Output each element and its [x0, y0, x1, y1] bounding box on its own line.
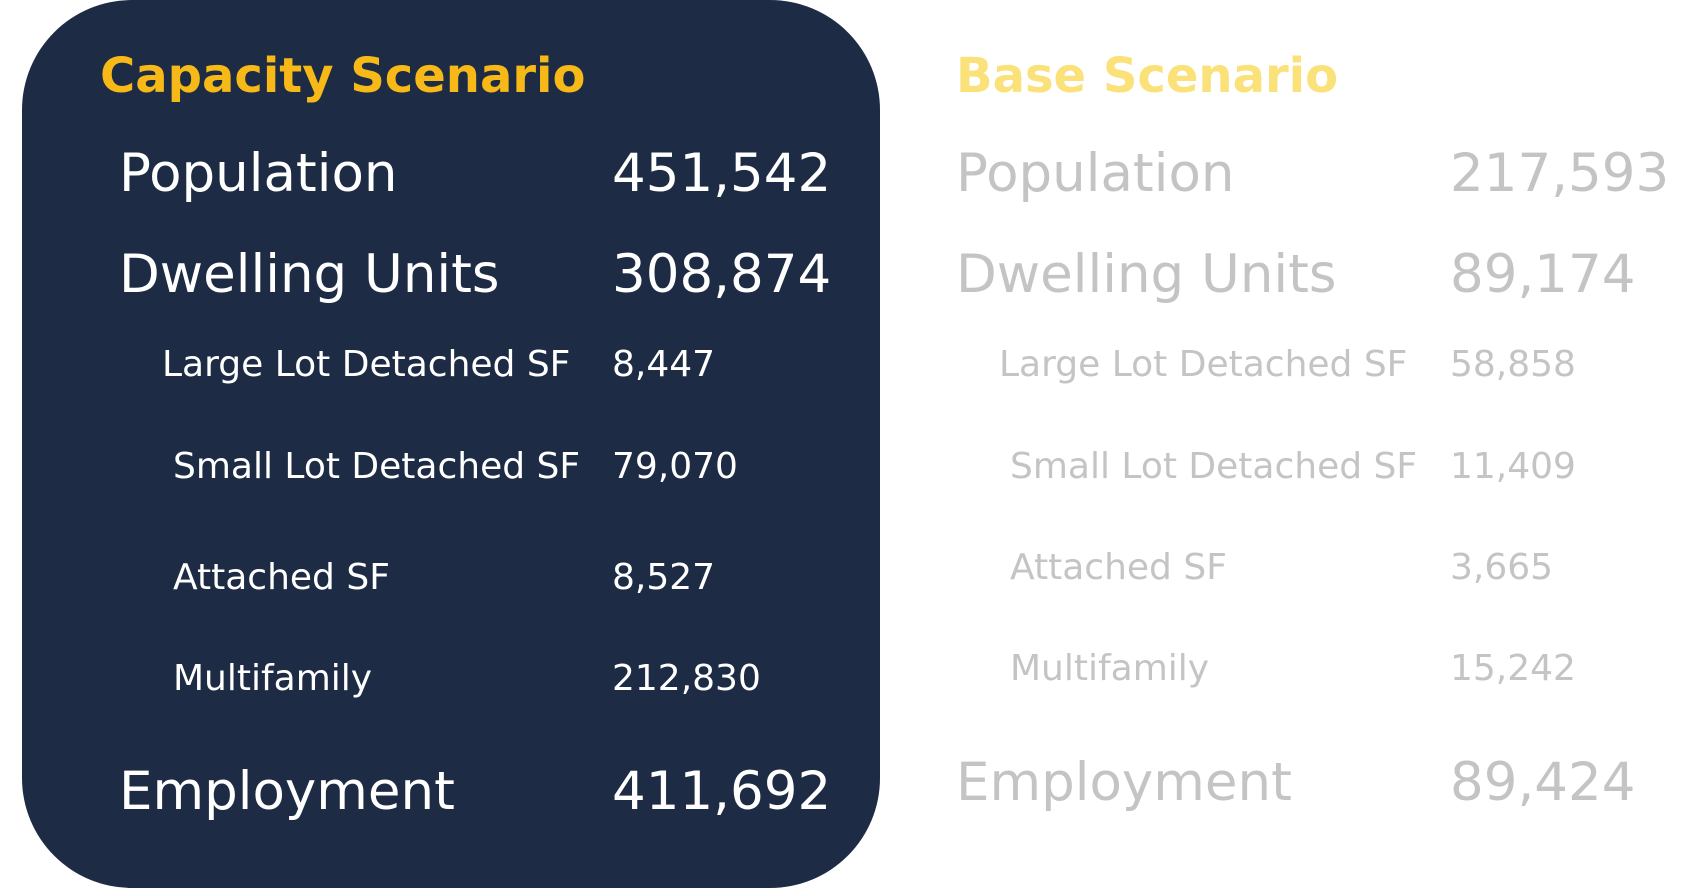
- base-population-value: 217,593: [1450, 143, 1670, 204]
- capacity-population-value: 451,542: [612, 143, 832, 204]
- base-employment-value: 89,424: [1450, 752, 1636, 813]
- base-dwelling-units-label: Dwelling Units: [956, 244, 1337, 305]
- base-attached-sf-label: Attached SF: [1010, 547, 1227, 588]
- base-attached-sf-value: 3,665: [1450, 547, 1554, 588]
- base-population-label: Population: [956, 143, 1235, 204]
- capacity-small-lot-label: Small Lot Detached SF: [173, 446, 581, 487]
- base-large-lot-label: Large Lot Detached SF: [999, 344, 1408, 385]
- base-employment-label: Employment: [956, 752, 1292, 813]
- capacity-scenario-title: Capacity Scenario: [100, 48, 586, 104]
- capacity-dwelling-units-label: Dwelling Units: [119, 244, 500, 305]
- base-large-lot-value: 58,858: [1450, 344, 1576, 385]
- capacity-multifamily-value: 212,830: [612, 658, 761, 699]
- capacity-attached-sf-value: 8,527: [612, 557, 716, 598]
- capacity-multifamily-label: Multifamily: [173, 658, 373, 699]
- base-scenario-title: Base Scenario: [956, 48, 1339, 104]
- capacity-employment-label: Employment: [119, 761, 455, 822]
- base-small-lot-value: 11,409: [1450, 446, 1576, 487]
- base-small-lot-label: Small Lot Detached SF: [1010, 446, 1418, 487]
- capacity-population-label: Population: [119, 143, 398, 204]
- capacity-large-lot-value: 8,447: [612, 344, 716, 385]
- base-multifamily-value: 15,242: [1450, 648, 1576, 689]
- capacity-attached-sf-label: Attached SF: [173, 557, 390, 598]
- capacity-large-lot-label: Large Lot Detached SF: [162, 344, 571, 385]
- base-dwelling-units-value: 89,174: [1450, 244, 1636, 305]
- base-multifamily-label: Multifamily: [1010, 648, 1210, 689]
- capacity-employment-value: 411,692: [612, 761, 832, 822]
- capacity-panel-background: [22, 0, 880, 888]
- capacity-dwelling-units-value: 308,874: [612, 244, 832, 305]
- capacity-small-lot-value: 79,070: [612, 446, 738, 487]
